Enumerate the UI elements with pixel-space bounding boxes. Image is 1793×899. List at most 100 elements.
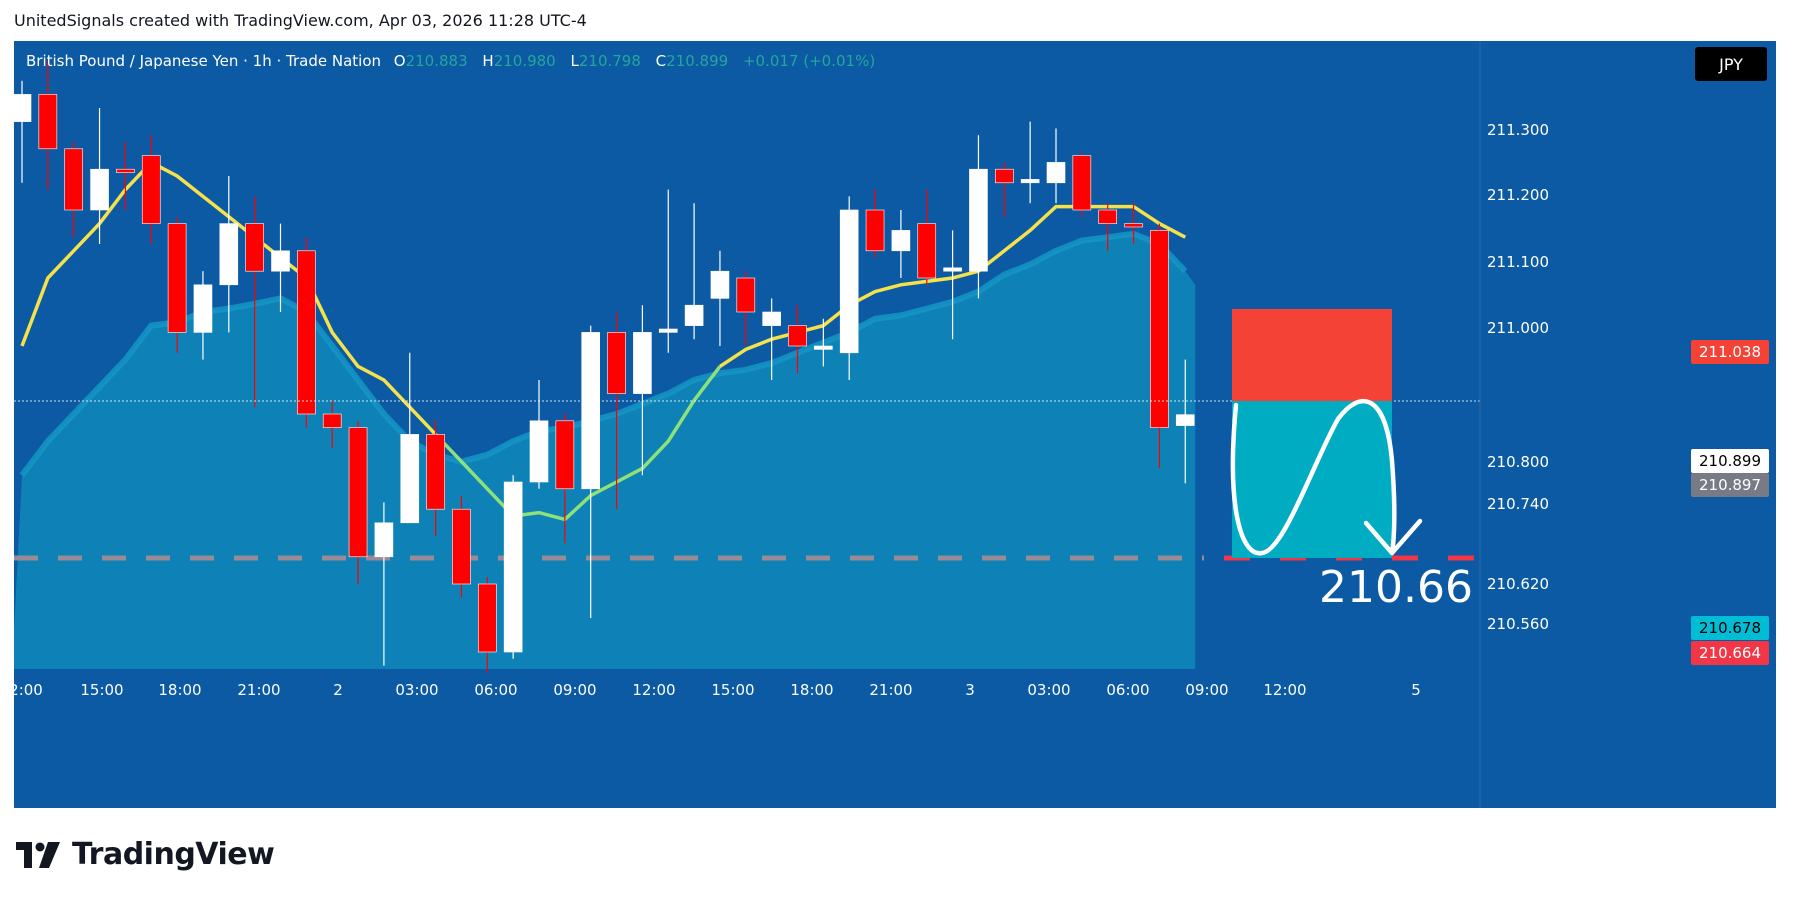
x-tick-label: 5: [1411, 681, 1421, 699]
axis-layer: 211.300 211.200 211.100 211.000 210.800 210.7…: [14, 41, 1549, 808]
symbol-legend: British Pound / Japanese Yen · 1h · Trad…: [26, 52, 875, 70]
candle-body: [271, 250, 290, 272]
candle-body: [839, 209, 859, 354]
candle: [529, 380, 549, 489]
candle: [400, 352, 420, 524]
candle: [219, 176, 239, 333]
close-label: C: [655, 52, 667, 70]
previous-close-tag: 210.897: [1691, 473, 1769, 497]
close-value: 210.899: [666, 52, 729, 70]
y-tick-label: 211.300: [1487, 121, 1549, 139]
ema-slow-line: [19, 230, 1188, 478]
candle: [1098, 203, 1117, 251]
candle-body: [943, 267, 962, 272]
candle: [322, 400, 342, 448]
candle: [891, 210, 911, 278]
candle-body: [969, 168, 988, 272]
candle: [167, 216, 187, 353]
candle: [271, 223, 290, 312]
candle-body: [865, 209, 885, 252]
candle: [943, 230, 962, 340]
candle-body: [1150, 230, 1169, 428]
y-tick-label: 211.000: [1487, 319, 1549, 337]
x-tick-label: 15:00: [711, 681, 754, 699]
candle-body: [658, 328, 678, 333]
high-label: H: [482, 52, 494, 70]
candle: [865, 189, 885, 258]
candle: [116, 142, 135, 210]
candle-body: [400, 434, 420, 524]
candle: [64, 142, 84, 238]
candle: [1020, 121, 1040, 204]
stop-price-tag: 211.038: [1691, 340, 1769, 364]
candle-body: [245, 223, 264, 272]
x-tick-label: 03:00: [1027, 681, 1070, 699]
candle-body: [736, 277, 756, 313]
candle-body: [90, 168, 109, 211]
candle-body: [1098, 209, 1117, 224]
x-tick-label: 03:00: [395, 681, 438, 699]
candle-body: [1175, 414, 1195, 426]
candle-body: [814, 345, 833, 350]
candle: [1150, 223, 1169, 469]
candle: [426, 420, 445, 537]
ema-fast-line-b: [434, 365, 722, 522]
candlestick-chart[interactable]: 210.66 211.300 211.200 211.100 211.000 210.8…: [14, 41, 1776, 808]
currency-button[interactable]: JPY: [1695, 47, 1767, 81]
candle: [1046, 128, 1066, 204]
candle: [994, 162, 1014, 217]
x-tick-label: 2:00: [14, 681, 43, 699]
candle-body: [529, 420, 549, 483]
x-tick-label: 2: [333, 681, 343, 699]
brand-wordmark: TradingView: [72, 837, 275, 872]
candle: [917, 189, 937, 285]
change-value: +0.017 (+0.01%): [742, 52, 876, 70]
candle-body: [1124, 223, 1143, 228]
candle: [477, 577, 497, 673]
candle-body: [633, 332, 652, 394]
candle: [607, 312, 626, 510]
candle-body: [581, 332, 601, 490]
candle: [193, 271, 213, 360]
ema-area-layer: [14, 230, 1196, 669]
candle: [503, 475, 523, 659]
y-tick-label: 210.740: [1487, 495, 1549, 513]
candle-body: [1072, 155, 1092, 211]
x-tick-label: 09:00: [553, 681, 596, 699]
low-label: L: [570, 52, 579, 70]
x-tick-label: 3: [965, 681, 975, 699]
candle-body: [710, 270, 730, 299]
candle: [14, 80, 32, 183]
target-line-price-tag: 210.664: [1691, 641, 1769, 665]
candle: [452, 495, 471, 598]
candle-body: [374, 522, 394, 558]
x-tick-label: 21:00: [869, 681, 912, 699]
x-tick-label: 06:00: [474, 681, 517, 699]
candle-body: [684, 304, 704, 326]
candle: [762, 298, 781, 380]
candle-body: [297, 250, 316, 415]
candle-body: [64, 148, 84, 211]
candle-body: [994, 168, 1014, 184]
candle: [839, 196, 859, 380]
chart-panel[interactable]: 210.66 211.300 211.200 211.100 211.000 210.8…: [14, 41, 1776, 808]
y-tick-label: 211.200: [1487, 186, 1549, 204]
candle: [581, 325, 601, 618]
candle: [814, 318, 833, 367]
last-price-tag: 210.899: [1691, 449, 1769, 473]
candle: [297, 237, 316, 428]
tradingview-logo[interactable]: TradingView: [16, 837, 275, 872]
candle-body: [503, 481, 523, 653]
high-value: 210.980: [493, 52, 556, 70]
open-value: 210.883: [405, 52, 468, 70]
open-label: O: [393, 52, 406, 70]
stop-loss-zone: [1232, 309, 1392, 401]
candle: [658, 189, 678, 353]
candle: [1072, 152, 1092, 217]
candle-body: [426, 434, 445, 510]
candle: [141, 135, 161, 244]
position-tool-layer: 210.66: [1230, 309, 1473, 613]
target-price-tag: 210.678: [1691, 616, 1769, 640]
candle-body: [348, 427, 368, 558]
arrow-head: [1363, 518, 1423, 556]
